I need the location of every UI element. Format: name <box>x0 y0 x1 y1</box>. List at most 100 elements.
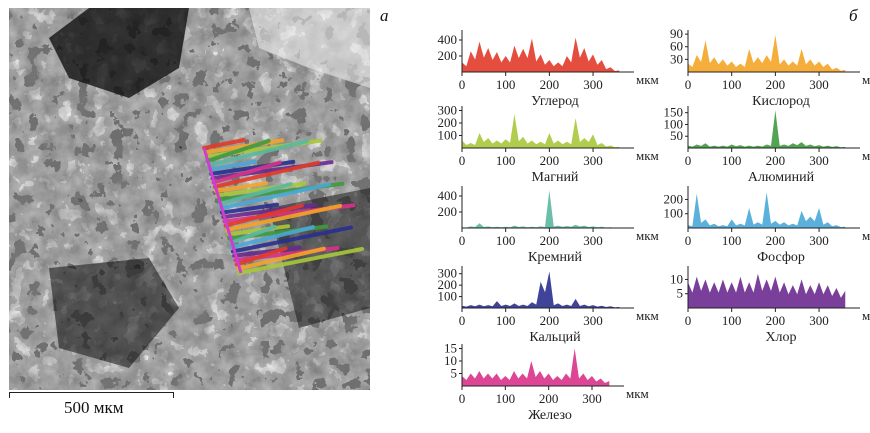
x-tick-label: 200 <box>766 153 786 168</box>
x-tick-label: 200 <box>539 391 559 406</box>
x-axis-label: мкм <box>862 72 870 87</box>
y-tick-label: 100 <box>664 206 684 221</box>
y-tick-label: 90 <box>670 26 683 41</box>
x-tick-label: 100 <box>496 77 516 92</box>
chart-calcium: 100 200 300 0 100 200 300 мкм Кальций <box>410 262 659 359</box>
y-tick-label: 300 <box>438 266 458 281</box>
scan-track <box>228 224 277 245</box>
x-tick-label: 100 <box>496 391 515 406</box>
scan-track <box>230 225 353 254</box>
series-area <box>688 110 846 148</box>
y-tick-label: 200 <box>438 204 458 219</box>
chart-phosphorus: 1002000100200300мкмФосфор <box>636 182 870 279</box>
x-tick-label: 0 <box>459 313 466 328</box>
y-tick-label: 5 <box>451 366 458 381</box>
x-axis-label: мкм <box>636 148 659 163</box>
x-tick-label: 100 <box>496 313 516 328</box>
x-tick-label: 300 <box>583 233 603 248</box>
scan-track <box>217 182 293 207</box>
scale-bar <box>9 392 174 398</box>
x-tick-label: 200 <box>540 153 560 168</box>
x-axis-label: мкм <box>862 148 870 163</box>
series-area <box>688 273 846 308</box>
scan-track <box>205 138 271 163</box>
x-tick-label: 100 <box>722 77 742 92</box>
chart-title: Железо <box>528 408 572 423</box>
scan-track <box>214 181 269 194</box>
scan-baseline <box>202 147 243 274</box>
chart-carbon: 200 400 0 100 200 300 мкм Углерод <box>410 26 659 123</box>
chart-title: Кислород <box>752 94 810 109</box>
series-area <box>688 34 846 72</box>
series-area <box>462 271 620 308</box>
chart-title: Магний <box>532 170 579 185</box>
y-tick-label: 150 <box>664 105 684 120</box>
x-axis-label: мкм <box>862 228 870 243</box>
y-tick-label: 30 <box>670 51 683 66</box>
y-tick-label: 100 <box>664 116 684 131</box>
scale-bar-label: 500 мкм <box>64 398 124 417</box>
scan-track <box>224 203 342 232</box>
scan-track <box>235 246 326 271</box>
x-tick-label: 100 <box>722 153 742 168</box>
series-area <box>462 37 620 72</box>
chart-title: Углерод <box>531 94 579 109</box>
panel-b-label: б <box>849 6 858 25</box>
y-tick-label: 200 <box>438 115 458 130</box>
x-tick-label: 300 <box>809 313 829 328</box>
x-tick-label: 0 <box>459 391 466 406</box>
y-tick-label: 50 <box>670 128 683 143</box>
scan-track <box>208 159 258 172</box>
x-tick-label: 200 <box>540 233 560 248</box>
y-tick-label: 15 <box>444 341 457 356</box>
x-tick-label: 100 <box>496 233 516 248</box>
chart-magnesium: 100 200 300 0 100 200 300 мкм Магний <box>410 102 659 199</box>
x-tick-label: 100 <box>722 233 742 248</box>
y-tick-label: 200 <box>438 277 458 292</box>
scan-track <box>237 247 364 275</box>
x-tick-label: 300 <box>583 77 603 92</box>
x-tick-label: 300 <box>809 77 829 92</box>
x-tick-label: 200 <box>766 77 786 92</box>
chart-aluminium: 501001500100200300мкмАлюминий <box>636 102 870 199</box>
scan-track <box>229 225 315 250</box>
chart-chlorine: 5100100200300мкмХлор <box>636 262 870 359</box>
scan-track <box>234 246 288 267</box>
x-tick-label: 300 <box>583 153 603 168</box>
x-tick-label: 100 <box>722 313 742 328</box>
scan-track <box>223 203 304 228</box>
y-tick-label: 5 <box>677 286 684 301</box>
y-tick-label: 10 <box>444 353 457 368</box>
series-area <box>688 192 846 228</box>
scan-track <box>212 160 320 189</box>
chart-title: Алюминий <box>748 170 815 185</box>
y-tick-label: 60 <box>670 39 683 54</box>
scan-track <box>202 138 246 150</box>
y-tick-label: 200 <box>438 48 458 63</box>
chart-title: Кремний <box>528 250 582 265</box>
line-scan-tracks <box>202 138 364 275</box>
chart-title: Кальций <box>529 330 581 345</box>
x-tick-label: 0 <box>685 153 692 168</box>
x-tick-label: 0 <box>685 77 692 92</box>
x-tick-label: 0 <box>459 233 466 248</box>
scan-track <box>218 182 331 211</box>
x-tick-label: 0 <box>685 313 692 328</box>
chart-title: Хлор <box>765 330 796 345</box>
x-tick-label: 300 <box>809 153 829 168</box>
chart-silicon: 200 400 0 100 200 300 мкм Кремний <box>410 182 659 279</box>
y-tick-label: 10 <box>670 271 683 286</box>
x-axis-label: мкм <box>862 308 870 323</box>
y-tick-label: 100 <box>438 128 458 143</box>
x-axis-label: мкм <box>636 228 659 243</box>
x-tick-label: 300 <box>809 233 829 248</box>
y-tick-label: 400 <box>438 188 458 203</box>
x-tick-label: 300 <box>583 313 603 328</box>
micrograph-image <box>9 8 370 390</box>
scan-track <box>220 202 280 215</box>
chart-iron: 5 10 15 0 100 200 300 мкм Железо <box>410 340 650 433</box>
x-tick-label: 0 <box>459 77 466 92</box>
series-area <box>462 348 610 386</box>
scan-track <box>206 139 309 168</box>
